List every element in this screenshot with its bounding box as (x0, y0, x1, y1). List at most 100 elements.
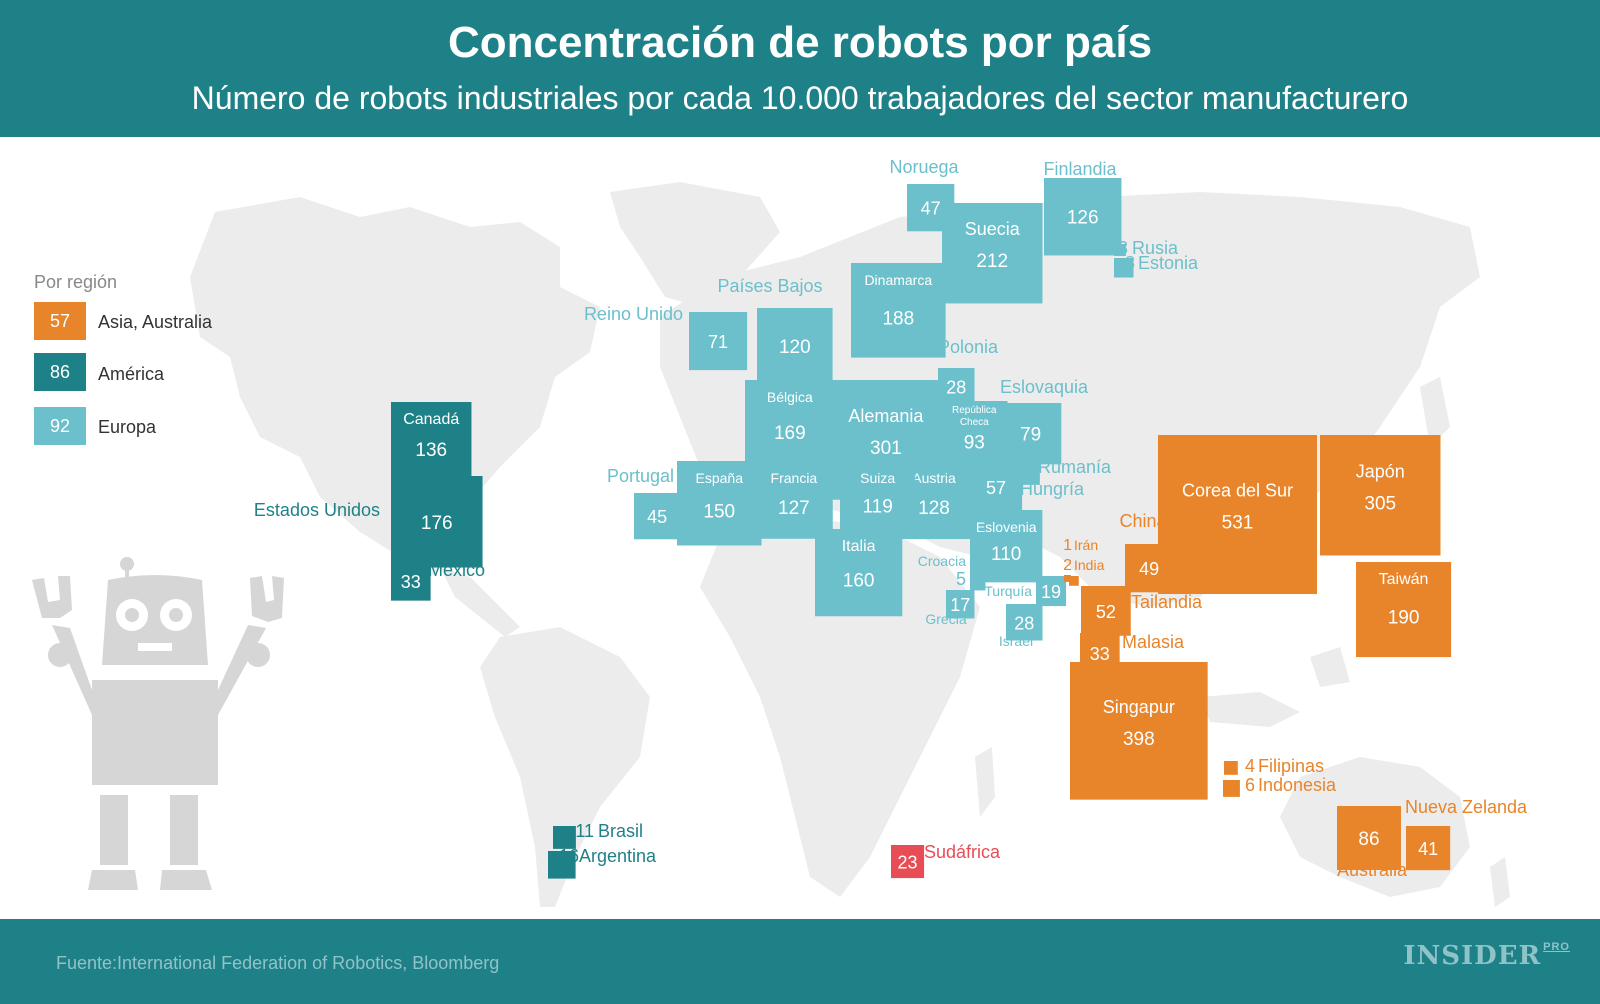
name-rusia: Rusia (1132, 238, 1179, 258)
brand-name: INSIDER (1403, 941, 1542, 971)
name-singapur: Singapur (1103, 697, 1175, 717)
square-india (1069, 576, 1079, 586)
square-eslovenia (970, 510, 1043, 583)
header-banner: Concentración de robots por país Número … (0, 0, 1600, 137)
name-espana: España (696, 470, 744, 486)
name-rumania: Rumanía (1038, 457, 1112, 477)
value-croacia: 5 (956, 569, 966, 589)
value-argentina: 16 (559, 846, 579, 866)
name-turquia: Turquía (984, 583, 1032, 599)
value-eslovenia: 110 (991, 544, 1021, 565)
name-republica-checa-line2: Checa (960, 417, 989, 428)
square-eslovaquia (1000, 403, 1062, 465)
name-nueva-zelanda: Nueva Zelanda (1405, 797, 1528, 817)
legend-swatch-europa: 92 (34, 407, 86, 445)
name-taiwan: Taiwán (1379, 571, 1429, 588)
value-rumania: 11 (1017, 457, 1036, 477)
square-iran (1064, 575, 1071, 582)
value-espana: 150 (703, 501, 735, 522)
name-noruega: Noruega (889, 157, 959, 177)
name-estonia: Estonia (1138, 253, 1199, 273)
value-china: 49 (1139, 559, 1159, 579)
name-belgica: Bélgica (767, 389, 813, 405)
name-italia: Italia (842, 538, 876, 555)
value-italia: 160 (843, 571, 875, 592)
name-alemania: Alemania (848, 406, 924, 426)
value-austria: 128 (918, 498, 950, 519)
square-portugal (634, 493, 681, 540)
square-estonia (1114, 258, 1134, 278)
square-republica-checa (941, 401, 1008, 468)
square-turquia (1036, 576, 1067, 607)
value-grecia: 17 (950, 595, 970, 615)
square-finlandia (1044, 178, 1122, 256)
value-belgica: 169 (774, 423, 806, 444)
square-croacia (970, 575, 986, 591)
name-dinamarca: Dinamarca (864, 272, 932, 288)
value-reino-unido: 71 (708, 332, 728, 352)
value-estonia: 8 (1125, 253, 1135, 273)
square-china (1125, 544, 1174, 593)
square-belgica (745, 380, 835, 470)
square-suecia (942, 203, 1043, 304)
chart-title: Concentración de robots por país (447, 18, 1153, 67)
square-indonesia (1223, 780, 1240, 797)
name-reino-unido: Reino Unido (584, 304, 683, 324)
name-tailandia: Tailandia (1131, 592, 1203, 612)
name-corea-del-sur: Corea del Sur (1182, 480, 1293, 500)
value-brasil: 11 (575, 821, 594, 841)
name-finlandia: Finlandia (1043, 159, 1117, 179)
name-estados-unidos: Estados Unidos (254, 500, 380, 520)
square-reino-unido (689, 312, 748, 371)
value-hungria: 57 (986, 478, 1006, 498)
value-israel: 28 (1014, 613, 1034, 633)
square-francia (755, 461, 833, 539)
square-argentina (548, 851, 576, 879)
legend-swatch-america: 86 (34, 353, 86, 391)
square-filipinas (1224, 761, 1238, 775)
value-turquia: 19 (1041, 582, 1061, 602)
square-australia (1337, 806, 1401, 870)
name-sudafrica: Sudáfrica (924, 842, 1001, 862)
square-estados-unidos (391, 476, 483, 568)
name-eslovaquia: Eslovaquia (1000, 377, 1089, 397)
value-eslovaquia: 79 (1020, 425, 1041, 446)
name-australia: Australia (1337, 860, 1408, 880)
name-india: India (1074, 557, 1105, 573)
square-espana (677, 461, 762, 546)
square-canada (391, 402, 472, 483)
value-filipinas: 4 (1245, 756, 1255, 776)
name-austria: Austria (912, 470, 956, 486)
name-israel: Israel (999, 633, 1033, 649)
square-sudafrica (891, 845, 925, 879)
value-dinamarca: 188 (882, 308, 914, 329)
name-china: China (1119, 511, 1167, 531)
square-israel (1006, 604, 1043, 641)
legend-label-asia: Asia, Australia (98, 312, 213, 332)
value-republica-checa: 93 (964, 432, 985, 453)
value-canada: 136 (415, 440, 447, 461)
square-noruega (907, 184, 955, 232)
name-filipinas: Filipinas (1258, 756, 1324, 776)
name-grecia: Grecia (925, 611, 966, 627)
legend-label-america: América (98, 364, 165, 384)
square-malasia (1080, 633, 1120, 673)
square-singapur (1070, 662, 1208, 800)
square-rumania (1017, 462, 1040, 485)
brand-sup: PRO (1543, 941, 1570, 953)
value-finlandia: 126 (1067, 208, 1099, 229)
legend-label-europa: Europa (98, 417, 157, 437)
footer-banner: Fuente:International Federation of Robot… (0, 919, 1600, 1004)
square-japon (1320, 435, 1441, 556)
value-francia: 127 (778, 498, 810, 519)
value-india: 2 (1063, 557, 1072, 574)
value-alemania: 301 (870, 438, 902, 459)
value-noruega: 47 (921, 199, 941, 219)
name-suiza: Suiza (860, 470, 895, 486)
name-canada: Canadá (403, 411, 459, 428)
square-suiza (840, 461, 916, 537)
chart-subtitle: Número de robots industriales por cada 1… (191, 80, 1409, 116)
value-paises-bajos: 120 (779, 337, 811, 358)
name-malasia: Malasia (1122, 632, 1185, 652)
name-republica-checa: República (952, 405, 997, 416)
